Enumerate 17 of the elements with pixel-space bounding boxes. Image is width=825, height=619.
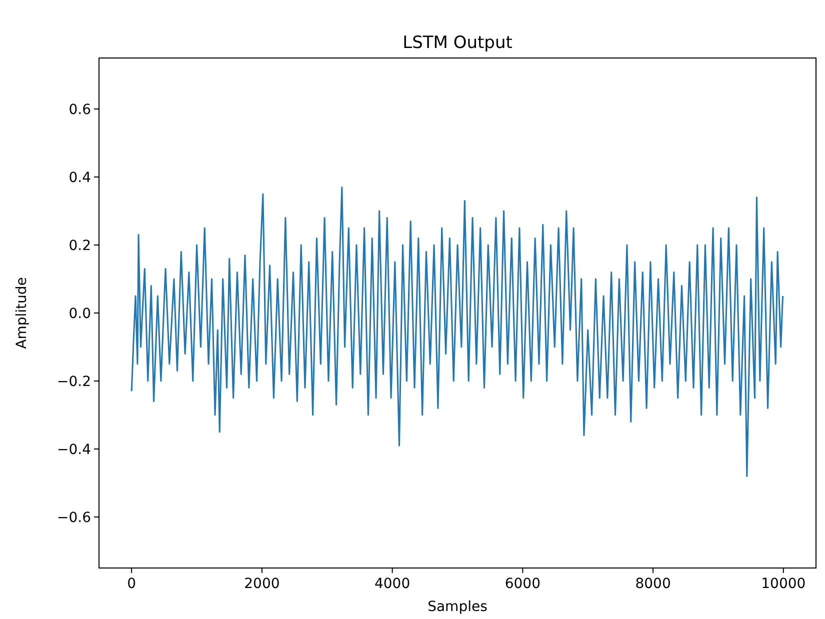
line-series	[130, 186, 784, 477]
y-tick-label: −0.6	[57, 510, 92, 526]
chart-title: LSTM Output	[402, 33, 513, 53]
x-tick-label: 0	[127, 576, 136, 592]
x-tick-label: 4000	[374, 576, 410, 592]
y-tick-label: 0.0	[68, 306, 91, 322]
x-tick-label: 2000	[244, 576, 280, 592]
y-tick-label: 0.4	[68, 170, 92, 186]
y-tick-label: 0.2	[68, 238, 91, 254]
x-axis-title: Samples	[428, 599, 488, 615]
y-axis-title: Amplitude	[14, 277, 30, 349]
x-tick-label: 6000	[504, 576, 540, 592]
y-tick-label: −0.4	[57, 442, 92, 458]
x-tick-label: 8000	[635, 576, 671, 592]
y-tick-label: 0.6	[68, 102, 92, 118]
y-tick-label: −0.2	[57, 374, 91, 390]
x-tick-label: 10000	[761, 576, 806, 592]
